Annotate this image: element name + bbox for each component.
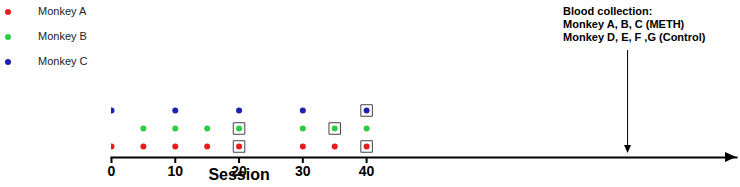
- svg-text:0: 0: [108, 163, 116, 179]
- svg-text:30: 30: [295, 163, 311, 179]
- svg-text:Blood collection:Monkey A, B,: Blood collection:Monkey A, B, C (METH)Mo…: [563, 5, 706, 43]
- svg-text:10: 10: [167, 163, 183, 179]
- html-text:Monkey B: Monkey B: [38, 30, 87, 42]
- html-text:Monkey A: Monkey A: [38, 5, 87, 17]
- svg-text:Session: Session: [208, 166, 269, 183]
- html-text:Monkey C: Monkey C: [38, 55, 88, 67]
- svg-text:40: 40: [359, 163, 375, 179]
